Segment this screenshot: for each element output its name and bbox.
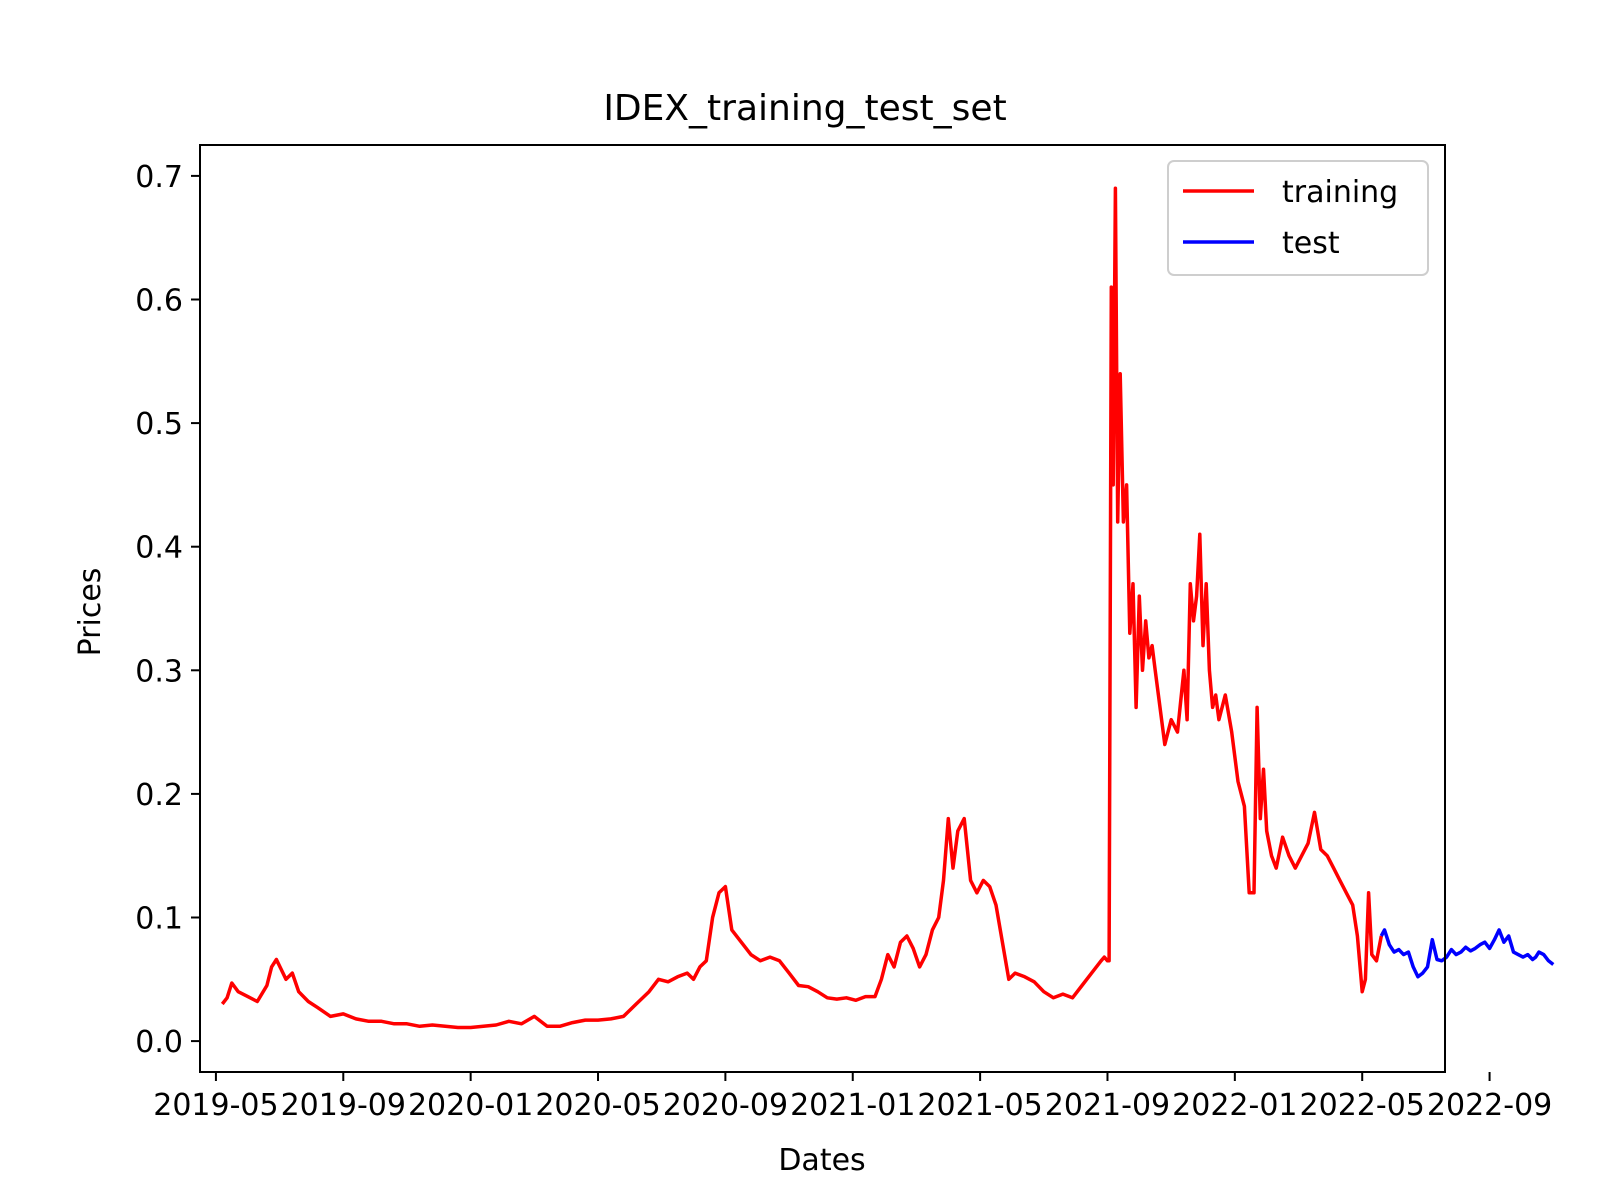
y-tick-label: 0.7 <box>135 160 183 195</box>
axes-frame <box>199 144 1446 1073</box>
x-tick-label: 2022-01 <box>1172 1088 1297 1123</box>
x-tick-label: 2021-05 <box>917 1088 1042 1123</box>
x-tick-label: 2021-01 <box>790 1088 915 1123</box>
x-tick-label: 2021-09 <box>1045 1088 1170 1123</box>
y-tick-label: 0.6 <box>135 284 183 319</box>
x-tick-label: 2022-05 <box>1300 1088 1425 1123</box>
y-axis: 0.0 0.1 0.2 0.3 0.4 0.5 0.6 0.7 <box>135 160 200 1060</box>
y-tick-label: 0.4 <box>135 531 183 566</box>
x-tick-label: 2019-05 <box>153 1088 278 1123</box>
x-tick-label: 2022-09 <box>1427 1088 1552 1123</box>
legend: training test <box>1167 160 1429 276</box>
series-line-test <box>1379 928 1555 979</box>
y-tick-label: 0.2 <box>135 778 183 813</box>
plot-area <box>220 186 1555 1030</box>
chart-title: IDEX_training_test_set <box>603 88 1006 129</box>
legend-label-training: training <box>1282 175 1398 210</box>
y-axis-label: Prices <box>73 568 108 657</box>
x-axis-label: Dates <box>778 1143 865 1178</box>
x-tick-label: 2019-09 <box>281 1088 406 1123</box>
y-tick-label: 0.3 <box>135 654 183 689</box>
x-axis: 2019-05 2019-09 2020-01 2020-05 2020-09 2021-… <box>153 1072 1552 1123</box>
x-tick-label: 2020-09 <box>663 1088 788 1123</box>
y-tick-label: 0.1 <box>135 902 183 937</box>
legend-label-test: test <box>1282 226 1340 261</box>
x-tick-label: 2020-01 <box>408 1088 533 1123</box>
y-tick-label: 0.5 <box>135 407 183 442</box>
y-tick-label: 0.0 <box>135 1025 183 1060</box>
x-tick-label: 2020-05 <box>535 1088 660 1123</box>
series-line-training <box>220 186 1384 1030</box>
